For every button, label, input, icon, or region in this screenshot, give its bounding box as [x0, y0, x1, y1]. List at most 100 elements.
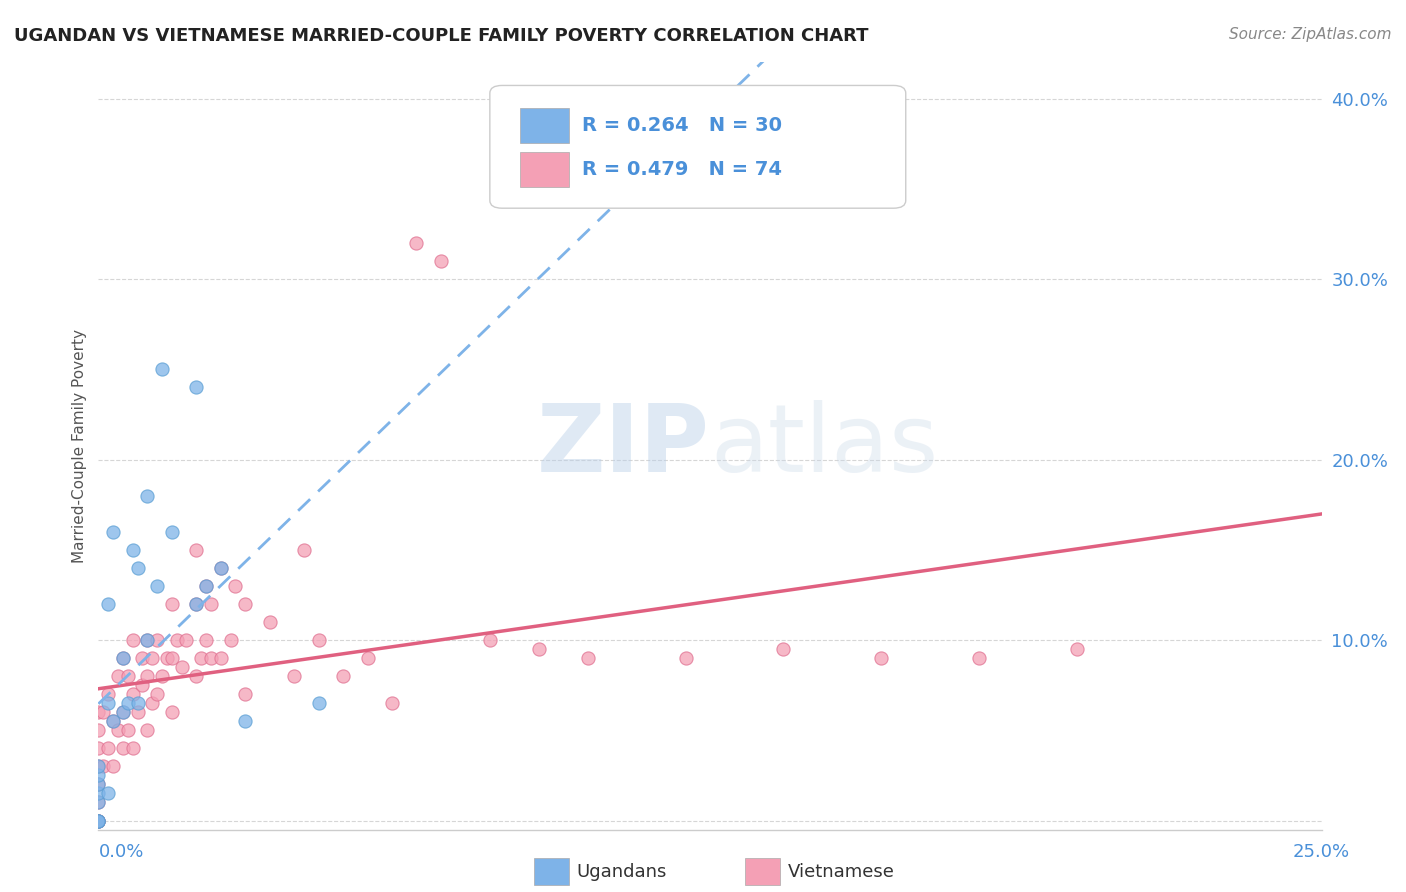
Point [224, 579, 246, 593]
Point [146, 633, 169, 648]
Point [166, 633, 188, 648]
Point [160, 597, 183, 611]
Point [111, 651, 134, 665]
Text: Vietnamese: Vietnamese [787, 863, 894, 881]
Point [870, 651, 893, 665]
Point [186, 380, 208, 394]
FancyBboxPatch shape [489, 86, 905, 208]
Text: R = 0.264   N = 30: R = 0.264 N = 30 [582, 116, 782, 135]
Point [219, 633, 242, 648]
Point [195, 579, 218, 593]
Point [527, 642, 550, 657]
Point [127, 705, 149, 719]
Point [107, 723, 129, 738]
Point [87, 705, 110, 719]
Text: R = 0.479   N = 74: R = 0.479 N = 74 [582, 161, 782, 179]
Point [87, 777, 110, 791]
Point [87, 777, 110, 791]
Point [87, 796, 110, 810]
Point [190, 651, 212, 665]
Point [87, 814, 110, 828]
Point [675, 651, 697, 665]
Point [356, 651, 378, 665]
Point [478, 633, 501, 648]
Point [101, 714, 124, 729]
Point [127, 561, 149, 575]
Point [121, 741, 143, 756]
Point [101, 714, 124, 729]
Point [127, 696, 149, 710]
Point [233, 714, 256, 729]
Point [176, 633, 198, 648]
Point [111, 705, 134, 719]
Point [87, 787, 110, 801]
Point [131, 651, 153, 665]
Point [91, 705, 114, 719]
Point [87, 796, 110, 810]
Point [97, 741, 120, 756]
Point [121, 687, 143, 701]
Point [131, 678, 153, 692]
Text: 25.0%: 25.0% [1292, 843, 1350, 861]
Point [576, 651, 599, 665]
Point [405, 235, 427, 250]
Point [87, 814, 110, 828]
Point [87, 759, 110, 773]
Point [117, 723, 139, 738]
Point [308, 696, 330, 710]
Point [97, 696, 120, 710]
Point [87, 741, 110, 756]
Point [87, 814, 110, 828]
Point [146, 579, 169, 593]
Point [91, 759, 114, 773]
Point [111, 741, 134, 756]
Point [200, 597, 222, 611]
Point [107, 669, 129, 683]
Point [209, 561, 232, 575]
Text: ZIP: ZIP [537, 400, 710, 492]
Point [87, 814, 110, 828]
Point [117, 669, 139, 683]
Point [146, 687, 169, 701]
Point [160, 705, 183, 719]
Point [186, 597, 208, 611]
Point [186, 542, 208, 557]
Point [233, 597, 256, 611]
Point [97, 787, 120, 801]
Point [195, 633, 218, 648]
Point [381, 696, 404, 710]
Point [136, 489, 159, 503]
Y-axis label: Married-Couple Family Poverty: Married-Couple Family Poverty [72, 329, 87, 563]
Point [121, 542, 143, 557]
Text: 0.0%: 0.0% [98, 843, 143, 861]
Point [136, 633, 159, 648]
Point [141, 696, 163, 710]
Point [111, 705, 134, 719]
Point [430, 254, 453, 268]
Point [117, 696, 139, 710]
Point [200, 651, 222, 665]
Point [111, 651, 134, 665]
Point [97, 597, 120, 611]
Point [150, 669, 173, 683]
Point [209, 651, 232, 665]
Point [967, 651, 990, 665]
Point [170, 660, 193, 674]
Point [186, 669, 208, 683]
Point [101, 524, 124, 539]
Point [772, 642, 794, 657]
Point [283, 669, 305, 683]
Point [233, 687, 256, 701]
Text: Source: ZipAtlas.com: Source: ZipAtlas.com [1229, 27, 1392, 42]
Point [121, 633, 143, 648]
Point [292, 542, 315, 557]
Point [87, 814, 110, 828]
Point [136, 723, 159, 738]
Point [1066, 642, 1088, 657]
Point [87, 814, 110, 828]
Point [87, 768, 110, 782]
Point [136, 633, 159, 648]
Bar [520, 153, 569, 186]
Point [156, 651, 179, 665]
Point [97, 687, 120, 701]
